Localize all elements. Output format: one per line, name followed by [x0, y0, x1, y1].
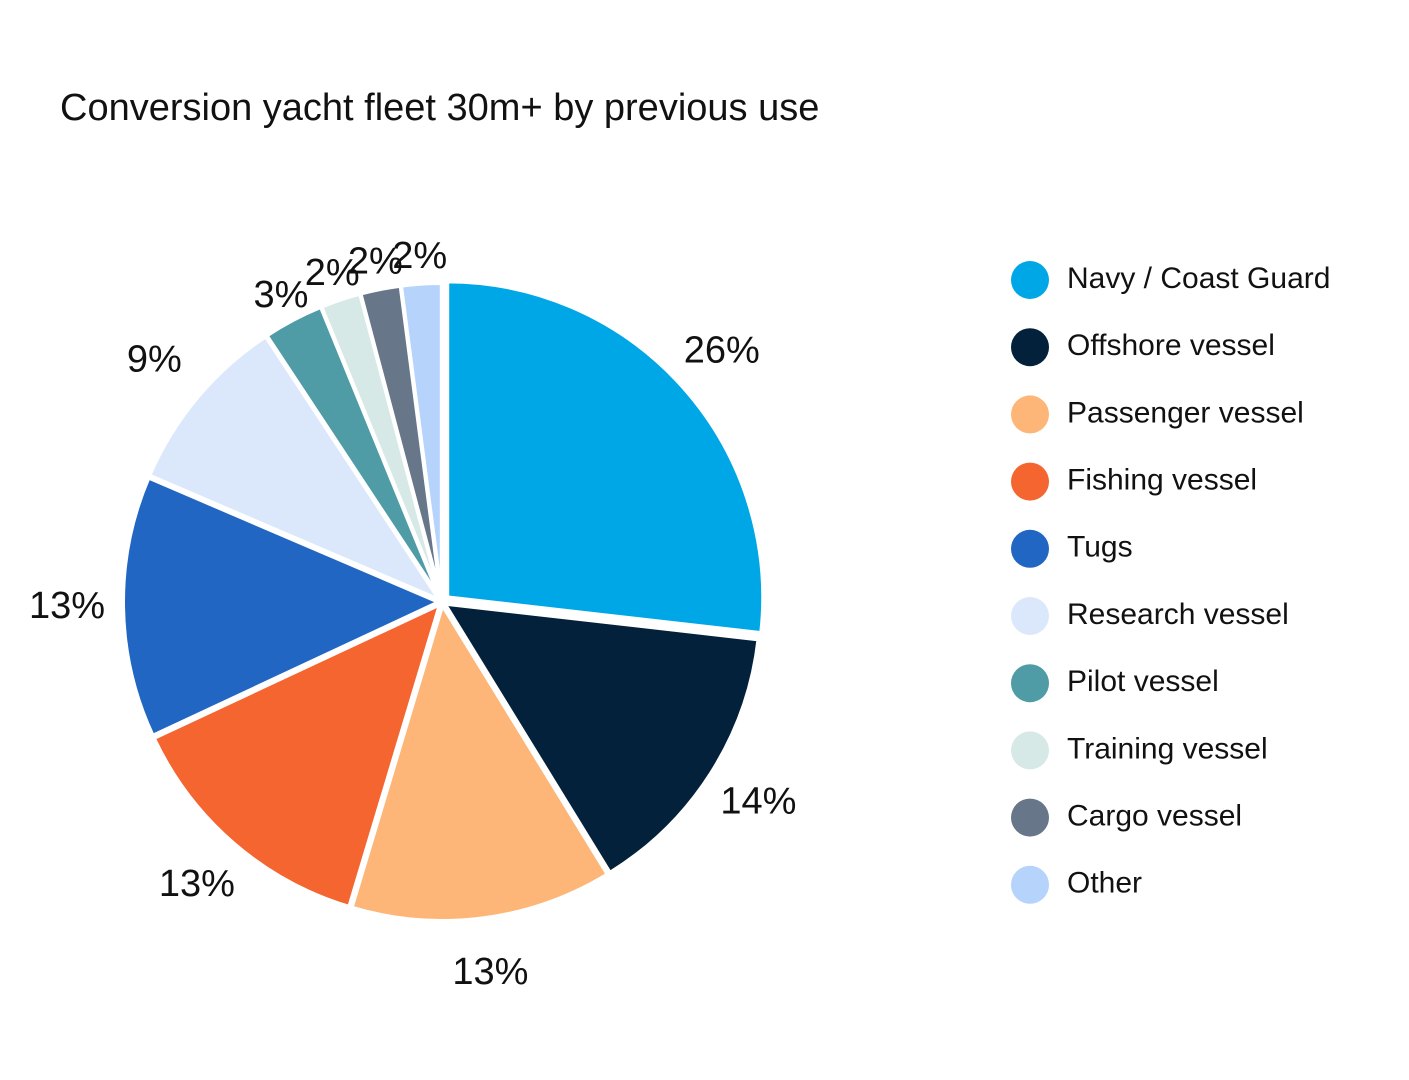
legend-label: Cargo vessel [1067, 800, 1242, 833]
data-label: 13% [29, 585, 105, 627]
legend-swatch [1011, 529, 1049, 568]
pie-slice [146, 333, 446, 605]
data-label: 2% [348, 241, 403, 283]
pie-slice [121, 474, 444, 739]
legend-swatch [1011, 462, 1049, 501]
data-label: 2% [305, 252, 360, 294]
legend-swatch [1011, 328, 1049, 367]
legend-swatch [1011, 395, 1049, 434]
pie-slice [349, 600, 611, 923]
legend-swatch [1011, 865, 1049, 904]
legend-label: Passenger vessel [1067, 396, 1304, 429]
pie-slice [151, 600, 444, 910]
legend-swatch [1011, 731, 1049, 770]
legend-label: Training vessel [1067, 732, 1268, 765]
data-label: 9% [127, 339, 182, 381]
pie-slice [445, 279, 766, 636]
legend-swatch [1011, 261, 1049, 299]
legend-swatch [1011, 798, 1049, 837]
chart-title: Conversion yacht fleet 30m+ by previous … [60, 87, 819, 129]
legend-swatch [1011, 597, 1049, 635]
legend-label: Tugs [1067, 531, 1133, 564]
legend-label: Navy / Coast Guard [1067, 262, 1330, 295]
data-label: 3% [253, 274, 308, 316]
legend-label: Offshore vessel [1067, 329, 1275, 362]
data-label: 26% [684, 329, 760, 371]
data-label: 14% [720, 780, 796, 822]
legend-swatch [1011, 664, 1049, 703]
legend-label: Fishing vessel [1067, 464, 1257, 497]
data-label: 2% [392, 235, 447, 277]
legend-label: Other [1067, 867, 1142, 900]
data-label: 13% [159, 863, 235, 905]
pie-slice [398, 281, 444, 600]
legend-label: Research vessel [1067, 598, 1289, 631]
data-label: 13% [452, 951, 528, 993]
legend-label: Pilot vessel [1067, 665, 1219, 698]
pie-slice [440, 601, 761, 876]
